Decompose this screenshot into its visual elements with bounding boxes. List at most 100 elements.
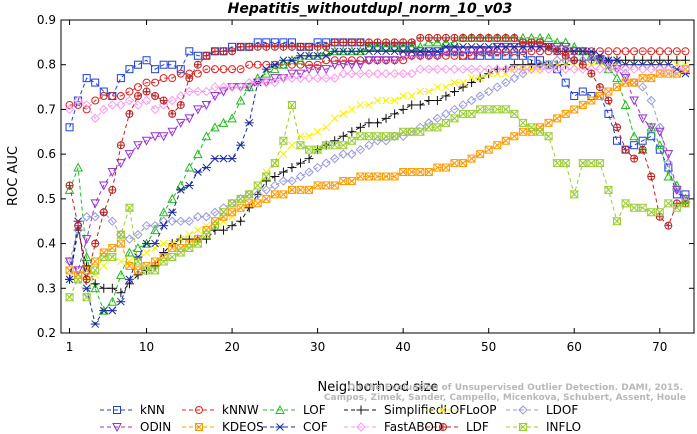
data-point-odin-5 bbox=[98, 181, 109, 191]
data-point-inflo-37 bbox=[372, 132, 383, 141]
data-point-knnw-34 bbox=[347, 56, 356, 65]
data-point-cof-27 bbox=[287, 56, 297, 65]
data-point-knn-64 bbox=[604, 109, 613, 118]
data-point-inflo-47 bbox=[458, 109, 468, 118]
data-point-loop-16 bbox=[194, 226, 202, 235]
data-point-ldof-54 bbox=[518, 68, 528, 79]
legend-label-ldf: LDF bbox=[466, 420, 489, 434]
data-point-fastabod-72 bbox=[672, 64, 682, 74]
data-point-kdeos-13 bbox=[168, 244, 177, 253]
data-point-kdeos-7 bbox=[116, 239, 125, 248]
data-point-odin-68 bbox=[637, 114, 648, 124]
data-point-kdeos-25 bbox=[270, 190, 279, 199]
data-point-ldf-55 bbox=[527, 38, 536, 47]
data-point-ldf-52 bbox=[501, 33, 510, 42]
data-point-inflo-62 bbox=[586, 159, 597, 168]
data-point-inflo-10 bbox=[141, 266, 152, 275]
data-point-odin-35 bbox=[355, 60, 366, 70]
data-point-ldof-13 bbox=[167, 216, 177, 226]
data-point-ldof-58 bbox=[552, 55, 562, 65]
data-point-fastabod-32 bbox=[330, 73, 340, 83]
data-point-ldof-11 bbox=[150, 220, 160, 231]
data-point-ldf-23 bbox=[253, 42, 262, 51]
data-point-inflo-26 bbox=[278, 136, 289, 145]
data-point-kdeos-61 bbox=[578, 100, 587, 109]
data-point-ldf-70 bbox=[655, 212, 664, 221]
data-point-inflo-4 bbox=[90, 266, 100, 275]
data-point-inflo-30 bbox=[312, 145, 323, 154]
data-point-odin-13 bbox=[167, 127, 178, 137]
data-point-loop-12 bbox=[159, 239, 168, 248]
data-point-ldof-36 bbox=[364, 140, 374, 150]
data-point-knn-15 bbox=[185, 47, 194, 56]
data-point-inflo-60 bbox=[569, 190, 579, 199]
data-point-kdeos-60 bbox=[570, 105, 579, 114]
data-point-knnw-5 bbox=[99, 92, 108, 101]
data-point-odin-32 bbox=[329, 60, 340, 70]
data-point-knnw-35 bbox=[356, 56, 365, 65]
data-point-knnw-16 bbox=[193, 69, 202, 78]
data-point-inflo-18 bbox=[210, 221, 220, 230]
data-point-ldf-19 bbox=[219, 47, 228, 56]
data-point-kdeos-24 bbox=[262, 194, 271, 203]
data-point-inflo-34 bbox=[347, 136, 357, 145]
data-point-knn-14 bbox=[176, 65, 185, 74]
data-point-fastabod-3 bbox=[81, 100, 92, 110]
data-point-loop-45 bbox=[442, 83, 450, 91]
data-point-fastabod-15 bbox=[184, 86, 195, 97]
legend-label-fastabod: FastABOD bbox=[384, 420, 443, 434]
series-line-knn bbox=[69, 41, 686, 195]
data-point-odin-15 bbox=[184, 114, 195, 124]
data-point-ldf-50 bbox=[484, 33, 493, 42]
data-point-cof-20 bbox=[227, 154, 237, 163]
data-point-inflo-17 bbox=[201, 230, 212, 239]
data-point-ldof-46 bbox=[449, 104, 460, 115]
data-point-odin-8 bbox=[124, 150, 135, 160]
legend-item-knn: kNN bbox=[100, 403, 165, 417]
data-point-ldf-20 bbox=[228, 47, 237, 56]
data-point-fastabod-10 bbox=[141, 95, 152, 106]
data-point-simplifiedlof-15 bbox=[184, 234, 194, 244]
data-point-inflo-48 bbox=[466, 109, 477, 118]
data-point-knnw-66 bbox=[621, 47, 630, 56]
data-point-ldf-28 bbox=[296, 42, 305, 51]
data-point-kdeos-23 bbox=[253, 199, 262, 208]
data-point-ldf-24 bbox=[262, 42, 271, 51]
data-point-ldf-25 bbox=[270, 42, 279, 51]
data-point-lof-11 bbox=[150, 225, 160, 235]
data-point-knnw-55 bbox=[527, 47, 536, 56]
legend-label-simplifiedlof: SimplifiedLOF bbox=[384, 403, 466, 417]
data-point-knn-8 bbox=[125, 65, 134, 74]
data-point-fastabod-58 bbox=[552, 64, 562, 74]
data-point-knn-51 bbox=[493, 51, 502, 60]
data-point-ldf-59 bbox=[561, 51, 570, 60]
data-point-inflo-38 bbox=[381, 132, 391, 141]
data-point-fastabod-6 bbox=[107, 100, 118, 110]
legend-item-inflo: INFLO bbox=[506, 420, 581, 434]
data-point-knnw-40 bbox=[399, 56, 408, 65]
data-point-kdeos-68 bbox=[638, 74, 647, 83]
data-point-fastabod-39 bbox=[389, 68, 400, 79]
data-point-fastabod-43 bbox=[424, 64, 434, 74]
data-point-knn-11 bbox=[151, 65, 160, 74]
data-point-ldf-1 bbox=[65, 181, 74, 190]
y-tick-label-2: 0.4 bbox=[37, 237, 56, 251]
data-point-ldf-4 bbox=[91, 239, 100, 248]
data-point-loop-34 bbox=[347, 105, 356, 114]
data-point-inflo-32 bbox=[330, 141, 340, 150]
data-point-loop-15 bbox=[185, 230, 194, 239]
data-point-ldof-27 bbox=[287, 176, 297, 186]
data-point-inflo-5 bbox=[99, 252, 109, 261]
data-point-kdeos-44 bbox=[433, 163, 442, 172]
data-point-fastabod-55 bbox=[526, 64, 537, 74]
data-point-ldof-48 bbox=[466, 95, 477, 106]
data-point-ldof-14 bbox=[176, 216, 186, 226]
data-point-ldf-13 bbox=[168, 109, 177, 118]
data-point-odin-25 bbox=[270, 74, 280, 84]
data-point-inflo-44 bbox=[432, 123, 443, 132]
data-point-inflo-43 bbox=[424, 123, 434, 132]
legend-marker-knn bbox=[113, 406, 121, 414]
data-point-ldof-35 bbox=[355, 144, 366, 155]
data-point-ldf-16 bbox=[193, 60, 202, 69]
data-point-simplifiedlof-28 bbox=[296, 158, 306, 168]
